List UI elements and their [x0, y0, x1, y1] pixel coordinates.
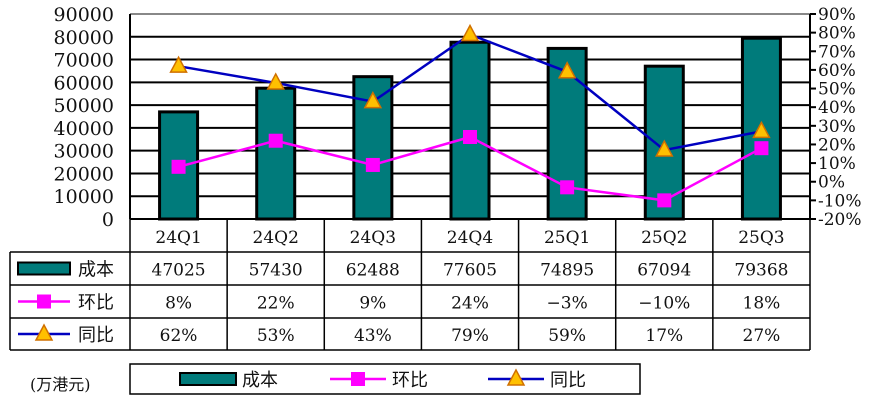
table-cell: −10% [638, 294, 690, 314]
right-tick-label: 70% [818, 42, 856, 62]
triangle-marker [655, 139, 674, 157]
right-tick-label: 40% [818, 98, 856, 118]
table-cell: 18% [743, 294, 781, 314]
left-tick-label: 20000 [54, 163, 114, 185]
square-marker [171, 159, 186, 174]
unit-note: (万港元) [30, 375, 91, 394]
left-tick-label: 0 [102, 209, 114, 231]
right-tick-label: 20% [818, 135, 856, 155]
table-cell: 79368 [734, 261, 788, 281]
table-cell: 47025 [152, 261, 206, 281]
table-cell: 53% [257, 326, 295, 346]
left-tick-label: 50000 [54, 95, 114, 117]
table-cell: 67094 [637, 261, 691, 281]
right-tick-label: 90% [818, 5, 856, 25]
legend-key-bar [17, 261, 71, 276]
triangle-marker [363, 90, 383, 109]
category-label: 25Q3 [738, 228, 784, 248]
category-label: 24Q2 [253, 228, 299, 248]
table-cell: 24% [451, 294, 489, 314]
left-tick-label: 40000 [54, 118, 114, 140]
square-marker [463, 130, 477, 144]
square-marker [351, 372, 365, 386]
category-label: 24Q4 [447, 228, 493, 248]
right-tick-label: -10% [818, 191, 862, 211]
right-tick-label: 80% [818, 24, 856, 44]
square-marker [657, 193, 672, 208]
category-label: 25Q1 [544, 228, 590, 248]
category-label: 24Q3 [350, 228, 396, 248]
legend-label: 成本 [242, 370, 278, 391]
table-series-label: 成本 [78, 260, 114, 281]
table-cell: 43% [354, 326, 392, 346]
table-cell: 74895 [540, 261, 594, 281]
left-tick-label: 10000 [54, 186, 114, 208]
legend-label: 环比 [392, 370, 428, 391]
bar [449, 40, 491, 221]
table-series-label: 环比 [78, 293, 114, 314]
triangle-marker [169, 55, 188, 73]
triangle-marker [557, 61, 577, 79]
table-cell: 22% [257, 294, 295, 314]
table-cell: 17% [645, 326, 683, 346]
table-cell: 27% [743, 326, 781, 346]
triangle-marker [506, 368, 526, 386]
square-marker [365, 157, 380, 172]
table-cell: 9% [359, 294, 386, 314]
category-label: 25Q2 [641, 228, 687, 248]
left-tick-label: 90000 [54, 4, 114, 26]
square-marker [268, 133, 283, 148]
right-tick-label: 30% [818, 117, 856, 137]
legend-label: 同比 [550, 370, 586, 391]
triangle-marker [460, 23, 480, 42]
triangle-marker [752, 120, 771, 139]
table-cell: −3% [547, 294, 588, 314]
square-marker [754, 141, 769, 156]
bar [255, 86, 297, 221]
legend-key-bar [179, 372, 237, 386]
left-tick-label: 80000 [54, 27, 114, 49]
table-cell: 57430 [249, 261, 303, 281]
left-tick-label: 30000 [54, 141, 114, 163]
left-tick-label: 70000 [54, 50, 114, 72]
triangle-marker [266, 72, 285, 90]
table-cell: 8% [165, 294, 192, 314]
category-label: 24Q1 [155, 228, 201, 248]
right-tick-label: 10% [818, 154, 856, 174]
right-tick-label: 50% [818, 80, 856, 100]
table-cell: 62% [160, 326, 198, 346]
table-cell: 62488 [346, 261, 400, 281]
right-tick-label: 0% [818, 173, 845, 193]
triangle-marker [34, 323, 54, 341]
square-marker [560, 180, 575, 195]
right-tick-label: 60% [818, 61, 856, 81]
table-cell: 77605 [443, 261, 497, 281]
table-cell: 59% [548, 326, 586, 346]
square-marker [37, 294, 51, 309]
table-cell: 79% [451, 326, 489, 346]
left-tick-label: 60000 [54, 72, 114, 94]
right-tick-label: -20% [818, 210, 862, 230]
table-series-label: 同比 [78, 325, 114, 346]
